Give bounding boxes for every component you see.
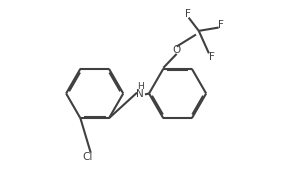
Text: O: O — [172, 45, 181, 55]
Text: F: F — [209, 52, 215, 62]
Text: F: F — [218, 20, 224, 30]
Text: Cl: Cl — [82, 152, 92, 162]
Text: F: F — [185, 9, 191, 19]
Text: H: H — [137, 82, 144, 91]
Text: N: N — [136, 89, 144, 99]
